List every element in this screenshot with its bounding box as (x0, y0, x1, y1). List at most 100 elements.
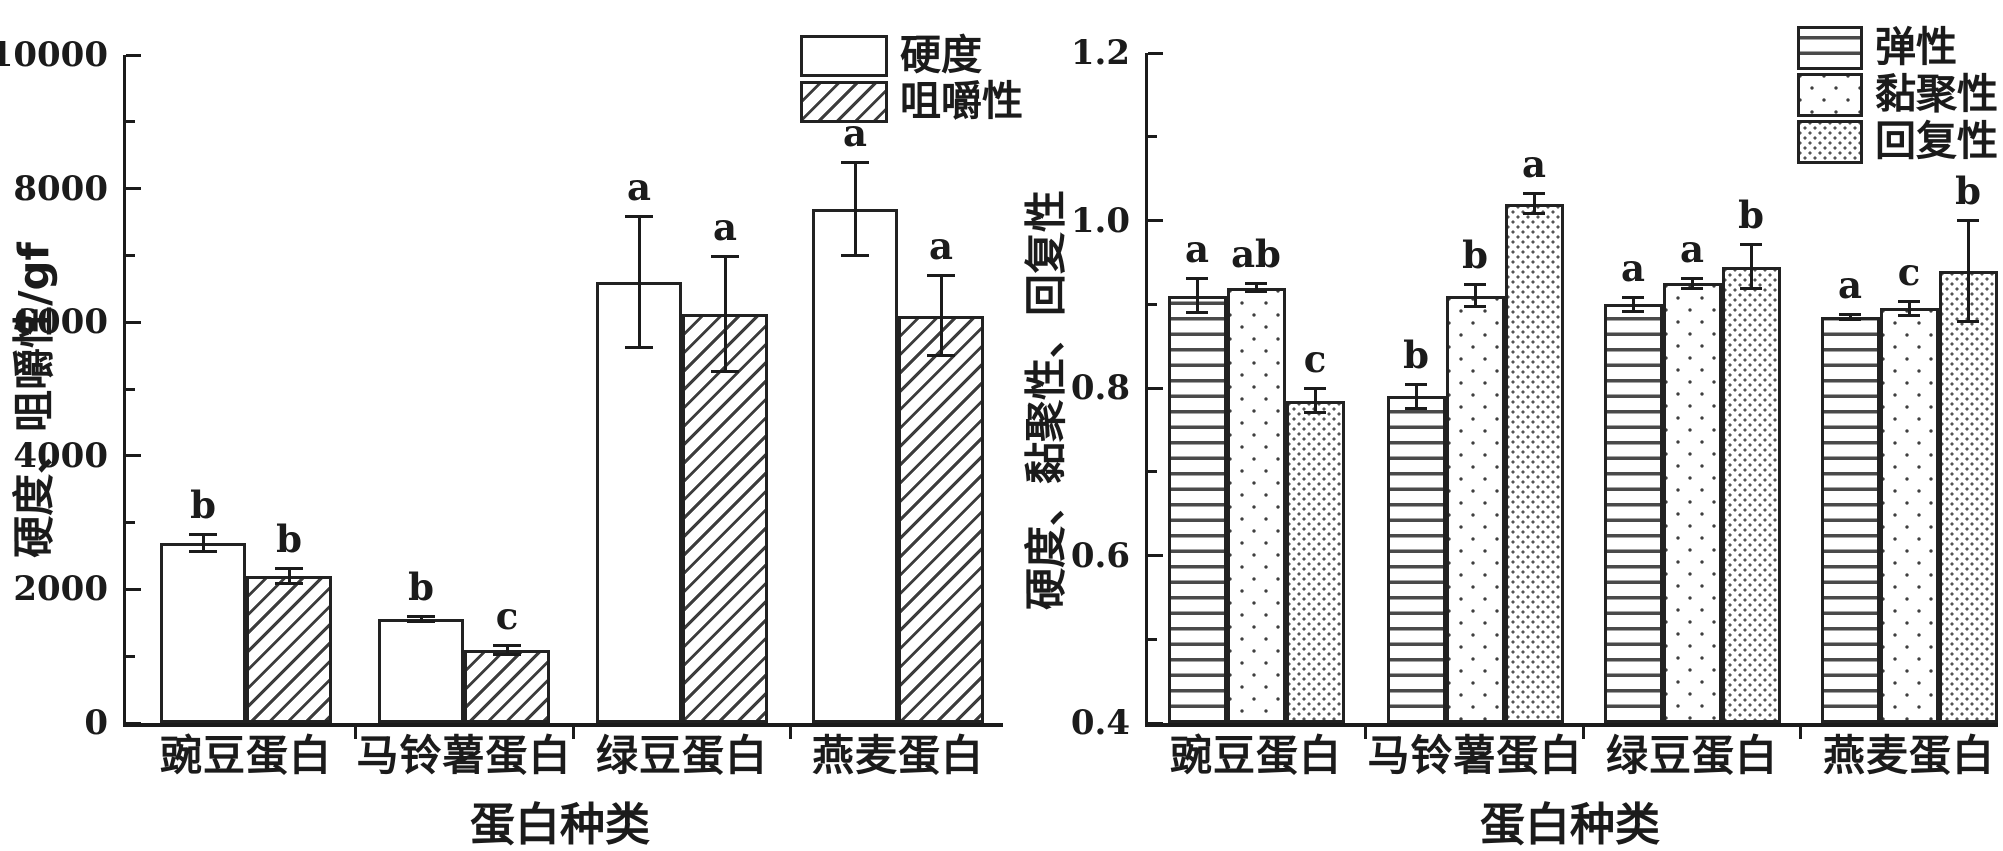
y-major-tick (126, 53, 141, 57)
bar (160, 542, 246, 723)
significance-letter: a (1185, 227, 1209, 272)
bar (1226, 287, 1286, 723)
y-tick-label: 8000 (13, 168, 108, 209)
y-tick-label: 0.8 (1070, 368, 1130, 408)
bar (1285, 400, 1345, 723)
error-bar (1464, 283, 1486, 309)
left-y-axis-title-wrap: 硬度、咀嚼性/gf (0, 60, 62, 740)
y-major-tick (126, 320, 141, 324)
bar (682, 314, 768, 723)
x-category-label: 马铃薯蛋白 (356, 731, 572, 780)
significance-letter: c (1303, 337, 1327, 382)
left-y-axis-title: 硬度、咀嚼性/gf (9, 242, 59, 558)
bar (1721, 266, 1781, 723)
error-bar (1898, 300, 1920, 317)
bar (1386, 396, 1446, 723)
left-plot-area: 0 2000 4000 6000 8000 10000 b b a a b c a a 豌豆蛋白 马铃薯蛋白绿… (0, 38, 1003, 779)
significance-letter: c (1897, 250, 1921, 295)
bar (1603, 304, 1663, 723)
legend-row: 黏聚性 (1797, 73, 1998, 117)
error-bar (189, 532, 217, 553)
y-major-tick (1148, 386, 1163, 390)
legend-row: 回复性 (1797, 120, 1998, 164)
x-category-label: 马铃薯蛋白 (1367, 731, 1583, 780)
y-tick-label: 0.6 (1070, 535, 1130, 576)
legend-label: 硬度 (900, 31, 982, 79)
x-category-label: 绿豆蛋白 (1605, 731, 1778, 780)
error-bar (1839, 312, 1861, 321)
y-tick-label: 0 (84, 703, 108, 743)
bar (1820, 316, 1880, 723)
significance-letter: b (1955, 168, 1981, 213)
x-minor-tick (571, 727, 575, 739)
error-bar (711, 255, 739, 373)
significance-letter: a (1680, 226, 1704, 271)
right-legend: 弹性 黏聚性 回复性 (1797, 26, 1998, 167)
left-legend: 硬度 咀嚼性 (800, 31, 1023, 126)
x-category-label: 燕麦蛋白 (1822, 731, 1995, 780)
y-tick-label: 4000 (13, 435, 108, 476)
x-category-label: 燕麦蛋白 (811, 731, 984, 780)
x-minor-tick (353, 727, 357, 739)
y-major-tick (1148, 721, 1163, 725)
y-major-tick (126, 454, 141, 458)
significance-letter: b (1403, 332, 1429, 377)
significance-letter: a (1522, 142, 1546, 187)
error-bar (927, 274, 955, 357)
error-bar (1304, 387, 1326, 414)
bar (246, 576, 332, 723)
bar (812, 208, 898, 723)
y-minor-tick (126, 120, 135, 124)
legend-label: 回复性 (1875, 117, 1998, 166)
y-tick-label: 1.0 (1070, 200, 1130, 241)
legend-swatch-pat-solid (800, 34, 888, 77)
x-category-label: 绿豆蛋白 (595, 731, 768, 780)
bar (464, 649, 550, 723)
error-bar (1740, 243, 1762, 290)
bar (596, 282, 682, 723)
bar (1662, 283, 1722, 723)
significance-letter: a (929, 224, 953, 269)
y-minor-tick (1148, 302, 1157, 306)
bar (1938, 270, 1998, 723)
y-minor-tick (126, 521, 135, 525)
significance-letter: a (713, 205, 737, 250)
error-bar (1245, 282, 1267, 293)
y-tick-label: 10000 (0, 35, 108, 75)
significance-letter: b (408, 565, 434, 610)
legend-label: 咀嚼性 (900, 77, 1023, 126)
y-tick-label: 1.2 (1070, 33, 1130, 73)
bar (1167, 295, 1227, 723)
significance-letter: b (190, 482, 216, 527)
legend-row: 弹性 (1797, 26, 1998, 70)
error-bar (275, 567, 303, 585)
error-bar (1405, 382, 1427, 410)
error-bar (493, 643, 521, 656)
y-minor-tick (1148, 135, 1157, 139)
bar (378, 619, 464, 723)
x-category-label: 豌豆蛋白 (1169, 731, 1342, 780)
y-minor-tick (1148, 470, 1157, 474)
bar (898, 315, 984, 723)
y-tick-label: 6000 (13, 302, 108, 343)
error-bar (1186, 277, 1208, 315)
y-minor-tick (1148, 637, 1157, 641)
error-bar (841, 160, 869, 257)
y-minor-tick (126, 654, 135, 658)
legend-row: 咀嚼性 (800, 77, 1023, 126)
legend-swatch-pat-dense (1797, 120, 1863, 164)
significance-letter: b (1462, 233, 1488, 278)
left-x-axis-title: 蛋白种类 (469, 798, 650, 851)
right-plot-area: 0.4 0.6 0.8 1.0 1.2 a b a a ab b a c c a b b 豌豆蛋白 马铃薯蛋白 绿豆蛋… (1071, 36, 1998, 779)
right-x-axis-title: 蛋白种类 (1479, 798, 1660, 851)
x-minor-tick (1582, 727, 1585, 739)
significance-letter: b (1738, 193, 1764, 238)
error-bar (1523, 192, 1545, 216)
legend-swatch-pat-dots (1797, 73, 1863, 117)
x-minor-tick (1799, 727, 1802, 739)
y-major-tick (126, 721, 141, 725)
significance-letter: a (1621, 245, 1645, 290)
significance-letter: ab (1231, 232, 1281, 277)
legend-row: 硬度 (800, 31, 1023, 79)
